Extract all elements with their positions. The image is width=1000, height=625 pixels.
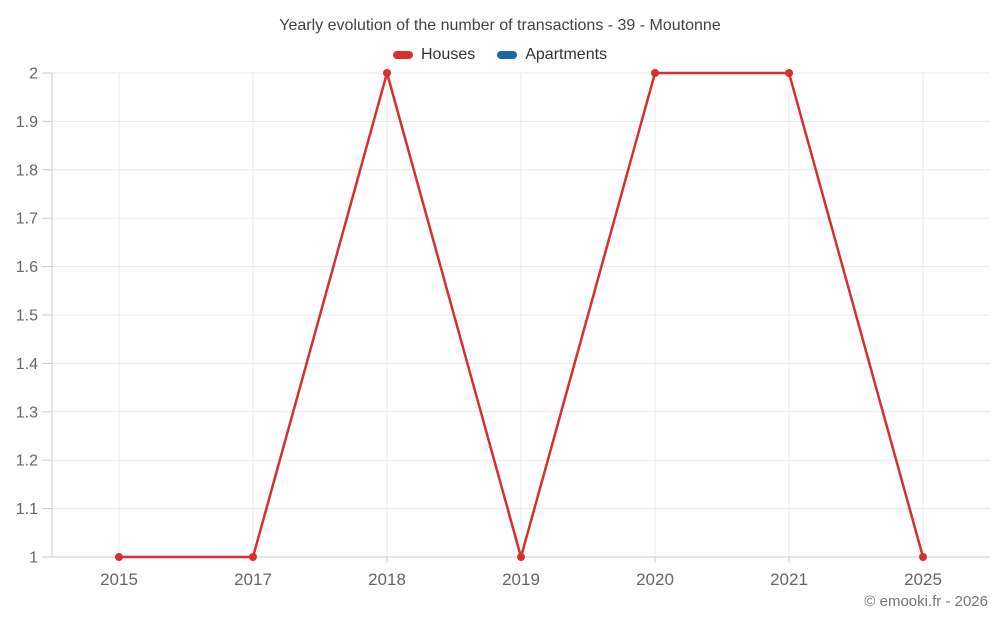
legend-item-apartments[interactable]: Apartments [497,46,607,64]
y-axis-label: 1.4 [16,356,38,373]
y-axis-label: 2 [29,66,38,83]
data-point-houses-2019[interactable] [517,553,525,561]
apartments-legend-swatch-icon [497,51,518,59]
y-axis-label: 1.6 [16,259,38,276]
x-axis-label: 2025 [904,570,942,589]
legend-label: Houses [420,46,476,63]
x-axis-label: 2018 [368,570,406,589]
x-axis-label: 2021 [770,570,808,589]
x-axis-label: 2015 [100,570,138,589]
data-point-houses-2020[interactable] [651,69,659,77]
y-axis-label: 1.3 [16,404,38,421]
y-axis-label: 1.1 [16,501,38,518]
houses-legend-swatch-icon [392,51,413,59]
copyright-watermark: © emooki.fr - 2026 [864,593,988,610]
legend-label: Apartments [525,46,608,63]
legend: Houses Apartments [0,46,1000,64]
data-point-houses-2015[interactable] [115,553,123,561]
y-axis-label: 1.9 [16,114,38,131]
y-axis-label: 1.2 [16,453,38,470]
data-point-houses-2018[interactable] [383,69,391,77]
y-axis-label: 1.5 [16,308,38,325]
x-axis-label: 2017 [234,570,272,589]
data-point-houses-2017[interactable] [249,553,257,561]
x-axis-label: 2020 [636,570,674,589]
chart-title: Yearly evolution of the number of transa… [279,17,721,34]
x-axis-label: 2019 [502,570,540,589]
y-axis-label: 1 [29,550,38,567]
data-point-houses-2025[interactable] [919,553,927,561]
y-axis-label: 1.8 [16,162,38,179]
legend-item-houses[interactable]: Houses [392,46,476,64]
y-axis-label: 1.7 [16,211,38,228]
data-point-houses-2021[interactable] [785,69,793,77]
